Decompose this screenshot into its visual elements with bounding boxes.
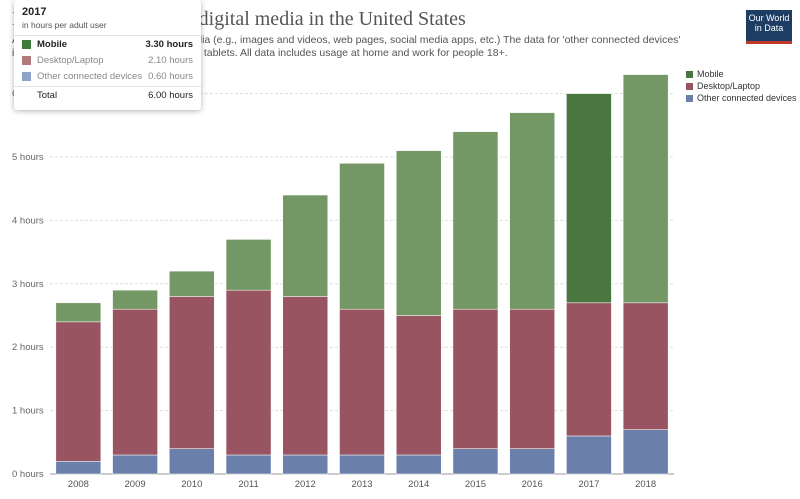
bar-segment (395, 454, 442, 475)
x-tick-label: 2008 (68, 479, 89, 490)
bar-segment (395, 150, 442, 316)
tooltip-row-name: Other connected devices (37, 70, 143, 82)
bar-segment (452, 448, 499, 475)
y-tick-label: 1 hours (12, 406, 44, 417)
x-tick-label: 2014 (408, 479, 429, 490)
legend-label: Other connected devices (697, 93, 797, 103)
legend-item[interactable]: Other connected devices (686, 92, 797, 104)
tooltip-swatch (22, 55, 31, 65)
bar-segment (452, 308, 499, 449)
bar-segment (339, 308, 385, 456)
bar-segment (55, 321, 102, 462)
bar-segment (395, 315, 442, 456)
bar-segment (509, 112, 555, 310)
tooltip-row-mobile: Mobile 3.30 hours (14, 36, 201, 52)
tooltip-row-other: Other connected devices 0.60 hours (14, 68, 201, 84)
bar-segment (112, 308, 158, 456)
legend-label: Desktop/Laptop (697, 81, 761, 91)
bar-segment (282, 194, 329, 297)
y-tick-label: 0 hours (12, 469, 44, 480)
bar-segment (339, 454, 385, 475)
x-tick-label: 2016 (522, 479, 543, 490)
bar-segment (225, 289, 272, 456)
x-tick-label: 2010 (181, 479, 202, 490)
tooltip-total-value: 6.00 hours (148, 89, 193, 101)
tooltip-swatch (22, 71, 31, 81)
legend-label: Mobile (697, 69, 724, 79)
bar-segment (339, 163, 385, 310)
bar-segment (509, 448, 555, 475)
x-tick-label: 2011 (238, 479, 258, 490)
tooltip-row-value: 0.60 hours (148, 70, 193, 82)
legend-swatch (686, 94, 693, 102)
y-tick-label: 5 hours (12, 152, 44, 163)
legend-swatch (686, 82, 693, 90)
bar-segment (622, 429, 669, 475)
bar-segment (282, 296, 329, 456)
x-tick-label: 2017 (578, 479, 599, 490)
bar-segment (225, 454, 272, 475)
tooltip-row-value: 2.10 hours (148, 54, 193, 66)
bar-segment (112, 454, 158, 475)
bar-segment (55, 461, 102, 475)
bar-segment (566, 93, 612, 304)
legend-item[interactable]: Desktop/Laptop (686, 80, 797, 92)
bar-segment (509, 308, 555, 449)
logo-line-2: in Data (754, 23, 784, 33)
bar-segment (112, 289, 158, 310)
hover-tooltip: 2017 in hours per adult user Mobile 3.30… (14, 0, 201, 110)
bar-segment (225, 239, 272, 291)
tooltip-row-value: 3.30 hours (145, 38, 193, 50)
tooltip-year: 2017 (22, 6, 47, 18)
bar-segment (169, 448, 215, 475)
bar-segment (566, 302, 612, 437)
y-tick-label: 2 hours (12, 342, 44, 353)
tooltip-total-row: Total 6.00 hours (14, 86, 201, 103)
tooltip-row-name: Desktop/Laptop (37, 54, 104, 66)
tooltip-unit: in hours per adult user (22, 20, 107, 30)
y-tick-label: 4 hours (12, 215, 44, 226)
x-tick-label: 2018 (635, 479, 656, 490)
tooltip-swatch (22, 39, 31, 49)
bar-segment (622, 302, 669, 430)
bar-segment (282, 454, 329, 475)
bar-segment (452, 131, 499, 310)
tooltip-row-desktop: Desktop/Laptop 2.10 hours (14, 52, 201, 68)
bar-segment (55, 302, 102, 323)
bar-segment (169, 270, 215, 297)
x-tick-label: 2013 (351, 479, 372, 490)
chart-legend: Mobile Desktop/Laptop Other connected devi… (686, 68, 797, 104)
bar-segment (169, 296, 215, 449)
legend-swatch (686, 70, 693, 78)
x-tick-label: 2015 (465, 479, 486, 490)
bar-segment (566, 435, 612, 475)
x-tick-label: 2012 (295, 479, 316, 490)
logo-line-1: Our World (748, 13, 790, 23)
y-tick-label: 3 hours (12, 279, 44, 290)
owid-logo[interactable]: Our World in Data (746, 10, 792, 44)
tooltip-total-label: Total (37, 89, 58, 101)
tooltip-row-name: Mobile (37, 38, 68, 50)
legend-item[interactable]: Mobile (686, 68, 797, 80)
bar-segment (622, 74, 669, 304)
x-tick-label: 2009 (125, 479, 146, 490)
